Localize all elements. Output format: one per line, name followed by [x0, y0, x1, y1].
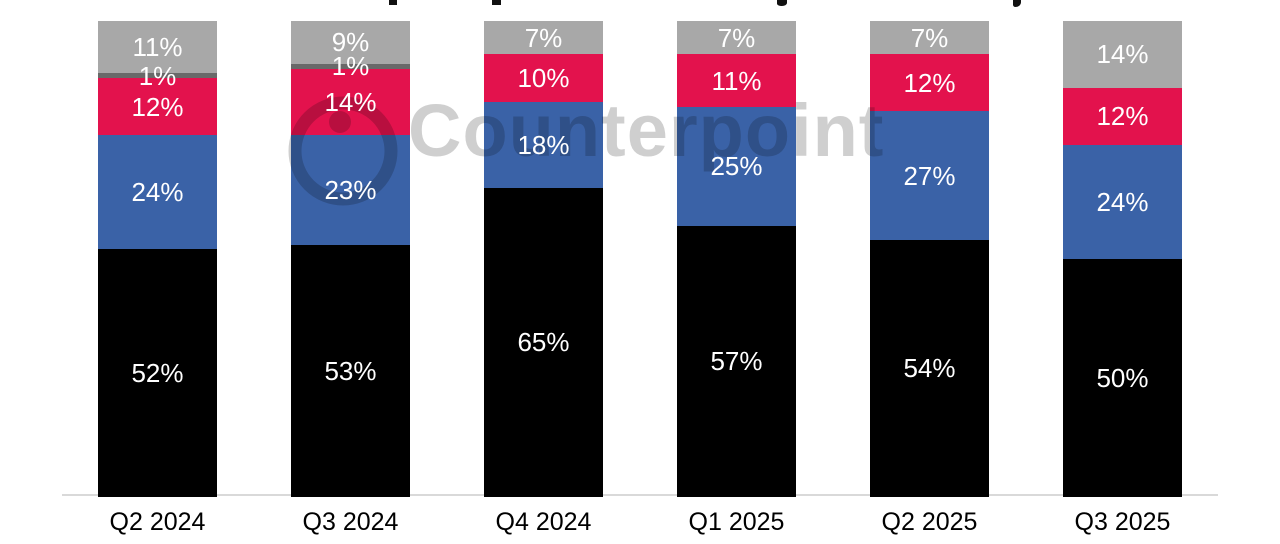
clipped-title-fragment — [777, 0, 787, 6]
segment-data-label: 57% — [710, 346, 763, 376]
x-axis-label: Q3 2025 — [1074, 508, 1171, 536]
segment-data-label: 14% — [1096, 39, 1149, 69]
bar-segment-black-bottom-segment — [1063, 259, 1182, 497]
segment-data-label: 18% — [517, 130, 570, 160]
clipped-title-fragment — [1013, 0, 1021, 7]
bar-segment-blue-segment — [1063, 144, 1182, 259]
segment-data-label: 7% — [524, 23, 563, 53]
segment-data-label: 52% — [131, 358, 184, 388]
bar-segment-dark-gray-segment — [98, 73, 217, 79]
x-axis-label: Q2 2025 — [881, 508, 978, 536]
x-axis-line — [62, 494, 1218, 496]
bar-segment-blue-segment — [677, 106, 796, 226]
segment-data-label: 1% — [331, 51, 370, 81]
bar-segment-red-segment — [484, 54, 603, 102]
bar-segment-black-bottom-segment — [484, 187, 603, 497]
segment-data-label: 11% — [132, 32, 183, 62]
segment-data-label: 65% — [517, 327, 570, 357]
segment-data-label: 9% — [331, 27, 370, 57]
bar-segment-gray-top-segment — [98, 21, 217, 74]
bar-segment-dark-gray-segment — [291, 63, 410, 69]
clipped-title-fragment — [492, 0, 501, 5]
bar-segment-gray-top-segment — [1063, 21, 1182, 88]
bar-segment-gray-top-segment — [870, 21, 989, 55]
bar-segment-black-bottom-segment — [677, 225, 796, 497]
x-axis-label: Q1 2025 — [688, 508, 785, 536]
segment-data-label: 27% — [903, 161, 956, 191]
segment-data-label: 14% — [324, 87, 377, 117]
segment-data-label: 10% — [517, 63, 570, 93]
segment-data-label: 53% — [324, 356, 377, 386]
bar-segment-blue-segment — [870, 111, 989, 240]
segment-data-label: 25% — [710, 151, 763, 181]
segment-data-label: 12% — [131, 92, 184, 122]
segment-data-label: 23% — [324, 175, 377, 205]
segment-data-label: 50% — [1096, 363, 1149, 393]
bar-segment-red-segment — [98, 78, 217, 136]
x-axis-label: Q2 2024 — [109, 508, 206, 536]
bar-segment-blue-segment — [484, 101, 603, 188]
bar-segment-black-bottom-segment — [870, 239, 989, 497]
segment-data-label: 7% — [910, 23, 949, 53]
x-axis-label: Q4 2024 — [495, 508, 592, 536]
watermark-text: Counterpoint — [408, 89, 885, 172]
bar-segment-red-segment — [1063, 87, 1182, 145]
bar-segment-gray-top-segment — [677, 21, 796, 55]
bar-segment-red-segment — [870, 54, 989, 112]
segment-data-label: 1% — [138, 61, 177, 91]
segment-data-label: 24% — [1096, 187, 1149, 217]
bar-segment-red-segment — [677, 54, 796, 107]
segment-data-label: 7% — [717, 23, 756, 53]
bar-segment-blue-segment — [98, 135, 217, 250]
clipped-title-fragment — [389, 0, 397, 5]
segment-data-label: 24% — [131, 177, 184, 207]
bar-segment-gray-top-segment — [291, 21, 410, 64]
bar-segment-black-bottom-segment — [291, 244, 410, 497]
bar-segment-gray-top-segment — [484, 21, 603, 55]
segment-data-label: 12% — [1096, 101, 1149, 131]
x-axis-label: Q3 2024 — [302, 508, 399, 536]
segment-data-label: 11% — [711, 66, 762, 96]
segment-data-label: 12% — [903, 68, 956, 98]
segment-data-label: 54% — [903, 353, 956, 383]
bar-segment-black-bottom-segment — [98, 249, 217, 497]
